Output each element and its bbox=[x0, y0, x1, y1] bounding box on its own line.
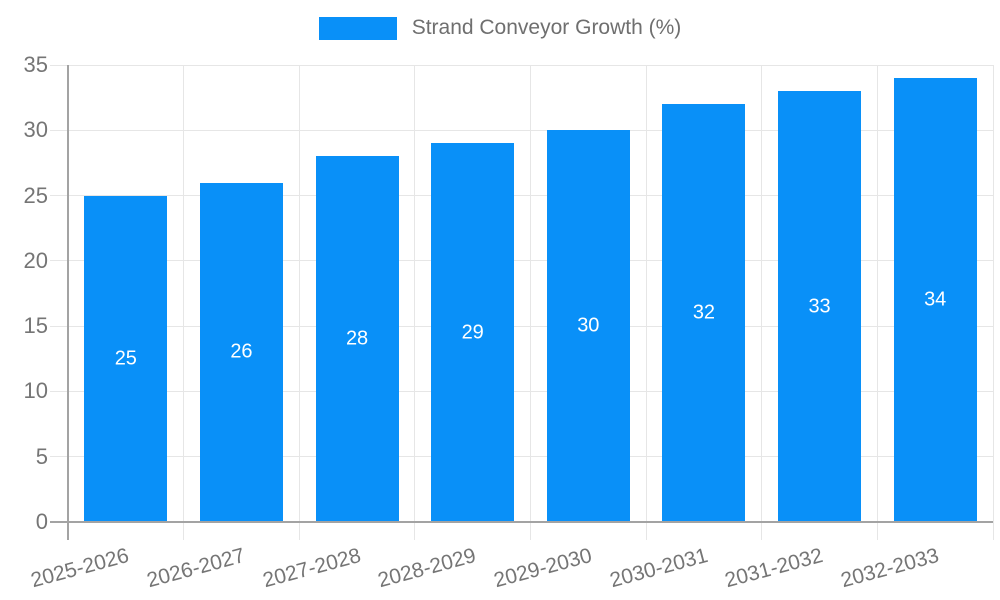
x-axis-tick-label: 2030-2031 bbox=[606, 544, 710, 593]
bar-2026-2027[interactable]: 26 bbox=[199, 182, 283, 522]
v-gridline bbox=[992, 65, 994, 540]
v-gridline bbox=[645, 65, 647, 540]
bar-2030-2031[interactable]: 32 bbox=[662, 104, 746, 522]
x-axis-tick-label: 2027-2028 bbox=[260, 544, 364, 593]
x-axis-tick-label: 2032-2033 bbox=[838, 544, 942, 593]
v-gridline bbox=[876, 65, 878, 540]
y-axis-tick-label: 25 bbox=[23, 182, 48, 208]
x-axis-baseline bbox=[50, 521, 993, 523]
y-axis-tick-label: 30 bbox=[23, 117, 48, 143]
x-axis-tick-label: 2025-2026 bbox=[28, 544, 132, 593]
h-gridline bbox=[50, 456, 993, 458]
v-gridline bbox=[298, 65, 300, 540]
h-gridline bbox=[50, 260, 993, 262]
y-axis-tick-label: 20 bbox=[23, 247, 48, 273]
bar-value-label: 33 bbox=[808, 295, 831, 318]
h-gridline bbox=[50, 195, 993, 197]
bar-value-label: 30 bbox=[577, 314, 600, 337]
bar-2027-2028[interactable]: 28 bbox=[315, 156, 399, 522]
v-gridline bbox=[183, 65, 185, 540]
bar-2025-2026[interactable]: 25 bbox=[84, 195, 168, 522]
x-axis-tick-label: 2028-2029 bbox=[375, 544, 479, 593]
h-gridline bbox=[50, 390, 993, 392]
y-axis-tick-label: 15 bbox=[23, 313, 48, 339]
bar-value-label: 29 bbox=[461, 321, 484, 344]
bar-2029-2030[interactable]: 30 bbox=[546, 130, 630, 522]
y-axis-tick-label: 0 bbox=[35, 509, 48, 534]
x-axis-tick-label: 2026-2027 bbox=[144, 544, 248, 593]
legend-label: Strand Conveyor Growth (%) bbox=[411, 16, 682, 39]
y-axis-tick-label: 5 bbox=[35, 443, 48, 469]
bar-2031-2032[interactable]: 33 bbox=[778, 91, 862, 522]
v-gridline bbox=[530, 65, 531, 540]
legend-swatch bbox=[318, 16, 397, 40]
bar-value-label: 26 bbox=[230, 340, 253, 363]
y-axis-tick-label: 10 bbox=[23, 378, 48, 404]
plot-area: 0 5 10 15 20 25 30 35 25 2025-2026 26 2026-2027 28 20… bbox=[24, 53, 994, 592]
legend[interactable]: Strand Conveyor Growth (%) bbox=[0, 16, 1000, 40]
bar-2028-2029[interactable]: 29 bbox=[431, 143, 515, 522]
h-gridline bbox=[50, 129, 993, 131]
x-axis-tick-label: 2029-2030 bbox=[491, 544, 595, 593]
bar-value-label: 34 bbox=[924, 288, 947, 311]
h-gridline bbox=[50, 325, 993, 327]
bar-value-label: 32 bbox=[692, 301, 716, 324]
x-axis-tick-label: 2031-2032 bbox=[722, 544, 826, 593]
bar-2032-2033[interactable]: 34 bbox=[893, 78, 977, 522]
y-axis-line bbox=[67, 65, 69, 540]
h-gridline bbox=[50, 64, 993, 66]
bar-value-label: 28 bbox=[345, 327, 369, 350]
v-gridline bbox=[414, 65, 416, 540]
y-axis-tick-label: 35 bbox=[23, 52, 48, 77]
bar-value-label: 25 bbox=[114, 347, 137, 370]
v-gridline bbox=[761, 65, 763, 540]
